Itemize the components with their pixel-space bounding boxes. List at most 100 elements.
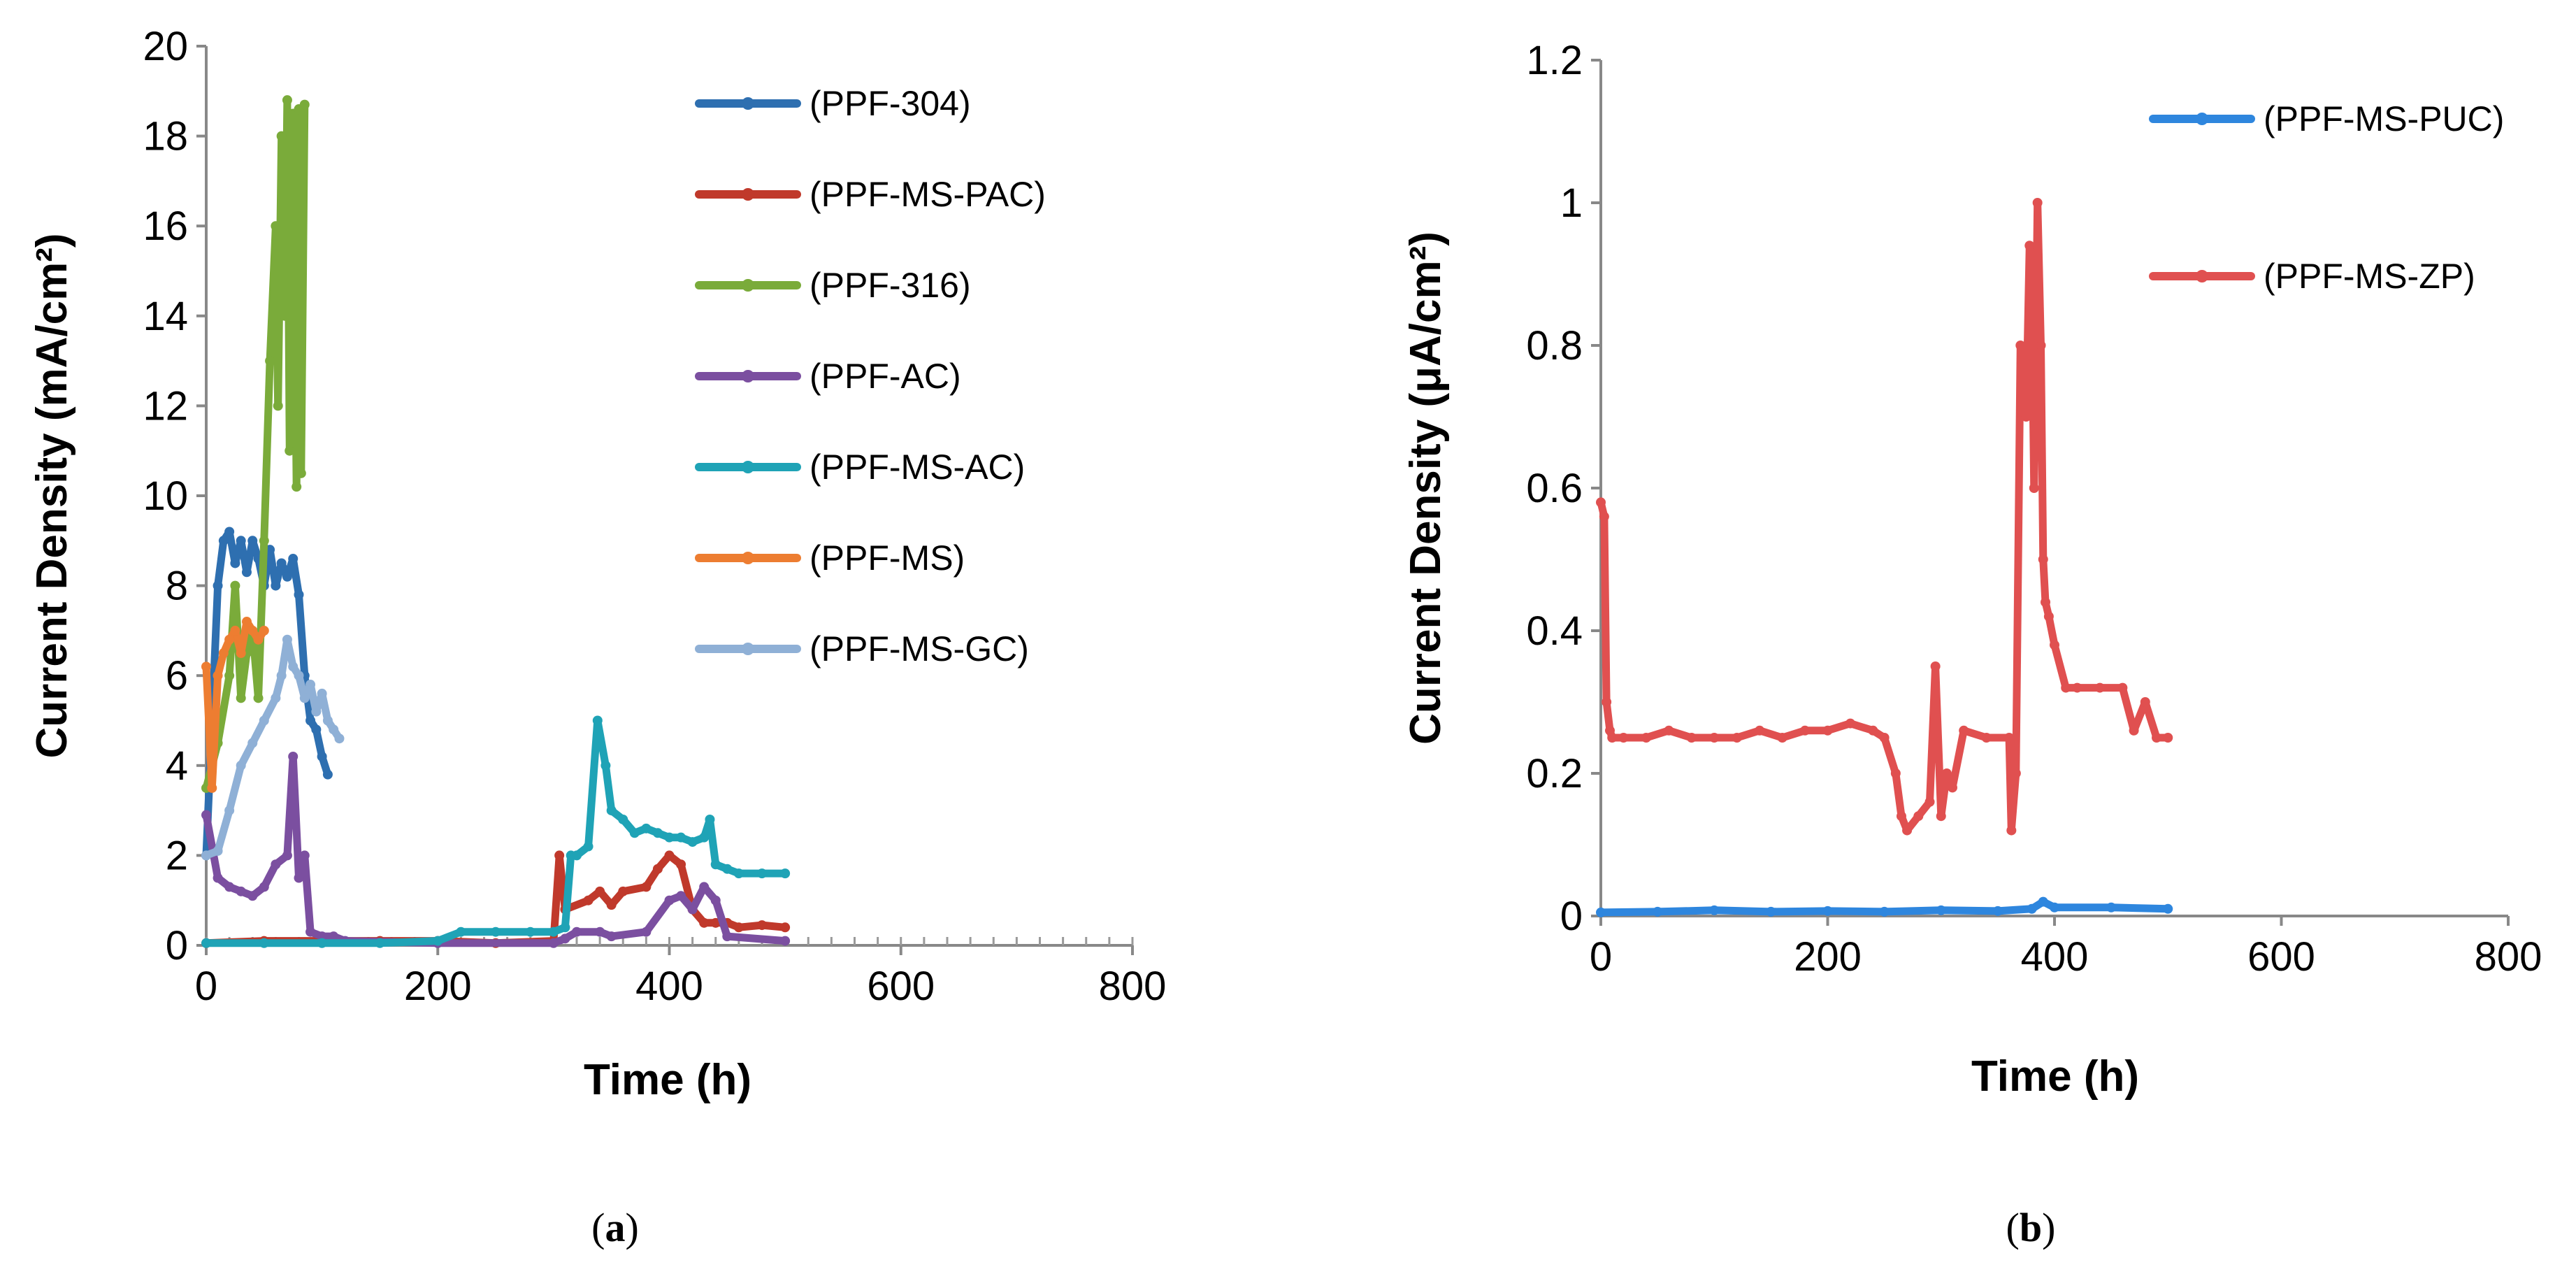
series-layer-b bbox=[1596, 198, 2173, 917]
data-point bbox=[213, 580, 223, 591]
data-point bbox=[213, 845, 223, 856]
data-point bbox=[282, 634, 292, 645]
legend-b: (PPF-MS-PUC) (PPF-MS-ZP) bbox=[2149, 99, 2504, 296]
data-point bbox=[276, 131, 287, 141]
data-point bbox=[2010, 768, 2021, 778]
data-point bbox=[757, 868, 767, 879]
data-point bbox=[606, 931, 617, 942]
data-point bbox=[218, 648, 229, 659]
data-point bbox=[271, 693, 281, 703]
panel-letter-a: a bbox=[605, 1205, 626, 1250]
data-point bbox=[2072, 682, 2082, 693]
data-point bbox=[722, 864, 733, 874]
data-point bbox=[207, 782, 217, 793]
data-point bbox=[722, 931, 733, 942]
data-point bbox=[259, 938, 269, 948]
data-point bbox=[710, 895, 721, 906]
data-point bbox=[311, 724, 322, 735]
chart-panel-a: 0 2 4 6 8 10 12 14 16 18 20 0 200 400 600 800 Current … bbox=[28, 24, 1166, 1250]
data-point bbox=[1896, 811, 1906, 822]
data-point bbox=[583, 895, 593, 906]
legend-marker bbox=[742, 643, 754, 655]
x-tick-label: 800 bbox=[1099, 964, 1167, 1009]
data-point bbox=[236, 760, 246, 771]
data-point bbox=[780, 922, 791, 933]
data-point bbox=[2027, 305, 2037, 315]
data-point bbox=[572, 850, 582, 861]
x-tick-label: 0 bbox=[1590, 934, 1612, 980]
legend-marker bbox=[742, 97, 754, 110]
legend-marker bbox=[2196, 113, 2208, 125]
y-axis-title-b: Current Density (μA/cm²) bbox=[1402, 231, 1450, 745]
data-point bbox=[276, 671, 287, 681]
data-point bbox=[294, 873, 304, 883]
data-point bbox=[2152, 733, 2162, 743]
data-point bbox=[1936, 811, 1946, 822]
data-point bbox=[2050, 902, 2059, 912]
data-point bbox=[687, 904, 698, 915]
data-point bbox=[236, 693, 246, 703]
data-point bbox=[1822, 725, 1833, 736]
data-point bbox=[548, 938, 559, 948]
y-tick-label: 16 bbox=[143, 203, 188, 249]
data-point bbox=[329, 724, 339, 735]
y-tick-label: 20 bbox=[143, 24, 188, 69]
y-tick-label: 0.2 bbox=[1526, 751, 1583, 796]
data-point bbox=[2021, 412, 2031, 422]
legend-label: (PPF-MS-GC) bbox=[810, 629, 1029, 668]
data-point bbox=[265, 356, 275, 366]
data-point bbox=[2061, 682, 2071, 693]
data-point bbox=[285, 445, 295, 456]
data-point bbox=[456, 926, 466, 937]
x-tick-label: 400 bbox=[635, 964, 703, 1009]
data-point bbox=[271, 580, 281, 591]
data-point bbox=[652, 864, 663, 874]
data-point bbox=[548, 926, 559, 937]
data-point bbox=[282, 571, 292, 582]
data-point bbox=[1599, 511, 1609, 522]
data-point bbox=[554, 850, 565, 861]
data-point bbox=[288, 751, 298, 761]
data-point bbox=[241, 567, 252, 578]
data-point bbox=[1709, 733, 1720, 743]
data-point bbox=[1732, 733, 1742, 743]
data-point bbox=[1822, 906, 1833, 916]
data-point bbox=[1800, 725, 1811, 736]
data-point bbox=[2050, 640, 2059, 650]
y-tick-label: 1 bbox=[1560, 180, 1583, 226]
y-tick-label: 0.6 bbox=[1526, 466, 1583, 511]
data-point bbox=[1664, 725, 1674, 736]
data-point bbox=[664, 895, 675, 906]
data-point bbox=[213, 671, 223, 681]
data-point bbox=[1913, 811, 1924, 822]
legend-label: (PPF-304) bbox=[810, 84, 971, 123]
data-point bbox=[292, 482, 302, 492]
data-point bbox=[2094, 682, 2105, 693]
data-point bbox=[2140, 697, 2150, 707]
data-point bbox=[1924, 796, 1935, 807]
x-axis-title-a: Time (h) bbox=[584, 1056, 751, 1104]
data-point bbox=[2024, 241, 2035, 251]
data-point bbox=[296, 468, 306, 478]
data-point bbox=[259, 536, 269, 546]
data-point bbox=[641, 926, 652, 937]
data-point bbox=[236, 648, 246, 659]
data-point bbox=[294, 589, 304, 600]
data-point bbox=[224, 882, 235, 892]
data-point bbox=[2041, 597, 2051, 608]
data-point bbox=[705, 814, 715, 824]
panel-label-a: (a) bbox=[591, 1205, 639, 1250]
data-point bbox=[491, 926, 501, 937]
data-point bbox=[1941, 768, 1952, 778]
x-tick-label: 800 bbox=[2475, 934, 2542, 980]
panel-label-b: (b) bbox=[2006, 1205, 2056, 1250]
data-point bbox=[288, 554, 298, 564]
x-ticks-a: 0 200 400 600 800 bbox=[195, 937, 1167, 1009]
data-point bbox=[1618, 733, 1629, 743]
data-point bbox=[230, 580, 240, 591]
legend-marker bbox=[2196, 270, 2208, 282]
data-point bbox=[780, 936, 791, 946]
legend-a: (PPF-304) (PPF-MS-PAC) (PPF-316) (PPF-AC) (P… bbox=[695, 84, 1046, 668]
data-point bbox=[583, 841, 593, 852]
data-point bbox=[2043, 611, 2054, 622]
